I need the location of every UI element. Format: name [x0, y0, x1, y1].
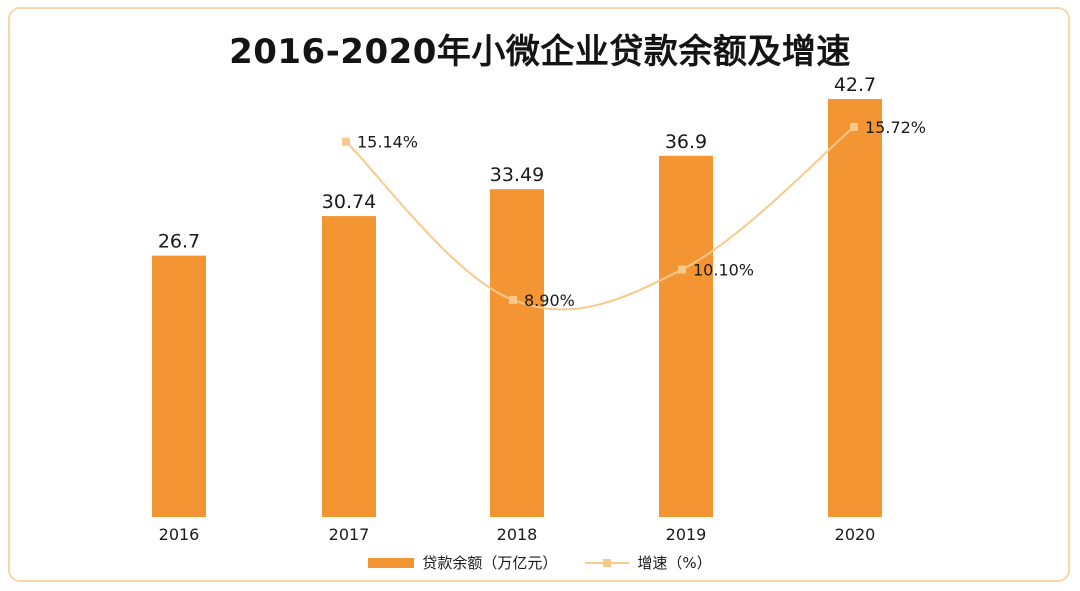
growth-value-label-2017: 15.14%: [357, 133, 418, 152]
x-tick-label-2016: 2016: [159, 525, 200, 544]
bar-value-label-2019: 36.9: [665, 131, 707, 153]
bar-2017: [322, 216, 376, 517]
x-tick-label-2019: 2019: [666, 525, 707, 544]
bar-2018: [490, 189, 544, 517]
growth-marker-2019: [678, 265, 686, 274]
growth-marker-2017: [342, 137, 350, 146]
legend-item-growth: 增速（%）: [585, 552, 712, 573]
bar-value-label-2018: 33.49: [490, 164, 544, 186]
chart-legend: 贷款余额（万亿元） 增速（%）: [0, 552, 1080, 573]
x-tick-label-2017: 2017: [329, 525, 370, 544]
x-tick-label-2018: 2018: [497, 525, 538, 544]
legend-label-growth: 增速（%）: [637, 554, 712, 572]
legend-label-balance: 贷款余额（万亿元）: [422, 554, 558, 572]
growth-line: [345, 126, 855, 311]
bar-2019: [659, 155, 713, 517]
growth-value-label-2019: 10.10%: [693, 261, 754, 280]
legend-item-balance: 贷款余额（万亿元）: [368, 552, 557, 573]
growth-marker-2018: [509, 296, 517, 304]
chart-title: 2016-2020年小微企业贷款余额及增速: [229, 32, 851, 72]
bar-value-label-2016: 26.7: [158, 231, 200, 253]
x-tick-label-2020: 2020: [835, 525, 876, 544]
bar-value-label-2020: 42.7: [834, 74, 876, 96]
legend-swatch-bar: [368, 557, 415, 568]
bar-value-label-2017: 30.74: [322, 191, 376, 213]
growth-value-label-2018: 8.90%: [524, 291, 575, 310]
bar-2016: [152, 255, 206, 518]
growth-marker-2020: [850, 123, 858, 131]
bar-2020: [828, 99, 882, 517]
growth-value-label-2020: 15.72%: [865, 118, 926, 137]
legend-swatch-line: [585, 558, 630, 568]
